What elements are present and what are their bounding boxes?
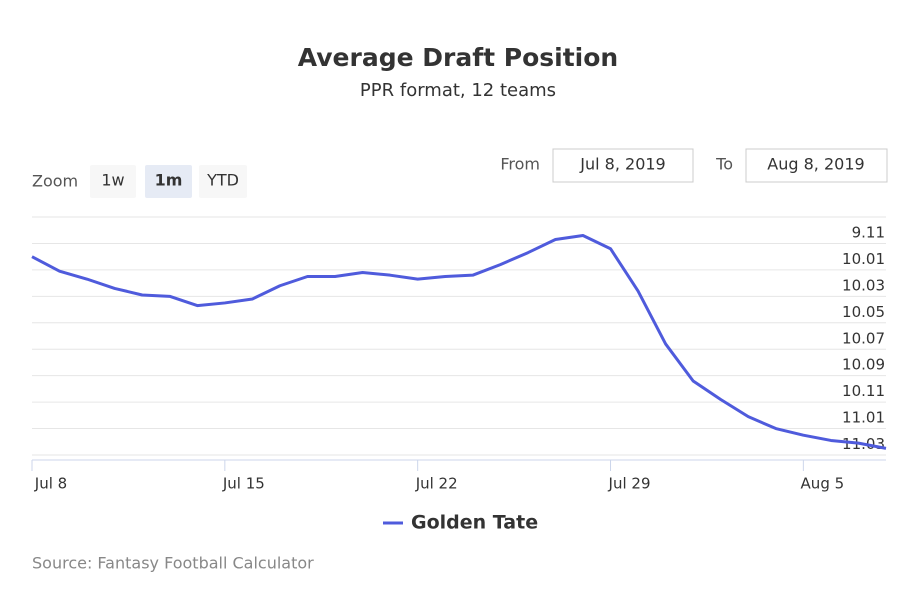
from-input[interactable]	[552, 148, 694, 183]
zoom-button[interactable]	[145, 165, 192, 198]
zoom-button[interactable]	[90, 165, 136, 198]
to-value[interactable]: Aug 8, 2019	[767, 155, 864, 174]
series-line	[31, 234, 887, 450]
y-tick-label: 10.05	[842, 303, 885, 321]
legend-label[interactable]: Golden Tate	[411, 512, 538, 534]
zoom-button-label[interactable]: 1w	[101, 171, 124, 190]
to-label: To	[715, 155, 733, 174]
y-tick-label: 10.11	[842, 382, 885, 400]
chart-subtitle: PPR format, 12 teams	[360, 80, 556, 101]
x-tick-label: Aug 5	[801, 475, 845, 493]
chart-title: Average Draft Position	[298, 43, 618, 72]
y-tick-label: 11.01	[842, 409, 885, 427]
y-tick-label: 10.07	[842, 329, 885, 347]
source-note: Source: Fantasy Football Calculator	[32, 554, 314, 573]
zoom-label: Zoom	[32, 172, 78, 191]
from-value[interactable]: Jul 8, 2019	[579, 155, 665, 174]
x-tick-label: Jul 22	[415, 475, 458, 493]
zoom-button-label[interactable]: YTD	[206, 171, 239, 190]
zoom-button-label[interactable]: 1m	[155, 171, 183, 190]
y-tick-label: 10.01	[842, 250, 885, 268]
y-tick-label: 10.03	[842, 276, 885, 294]
zoom-button[interactable]	[199, 165, 247, 198]
x-tick-label: Jul 29	[608, 475, 651, 493]
x-tick-label: Jul 15	[222, 475, 265, 493]
from-label: From	[500, 155, 540, 174]
x-tick-label: Jul 8	[34, 475, 67, 493]
y-tick-label: 9.11	[852, 224, 885, 242]
to-input[interactable]	[745, 148, 888, 183]
y-tick-label: 10.09	[842, 356, 885, 374]
